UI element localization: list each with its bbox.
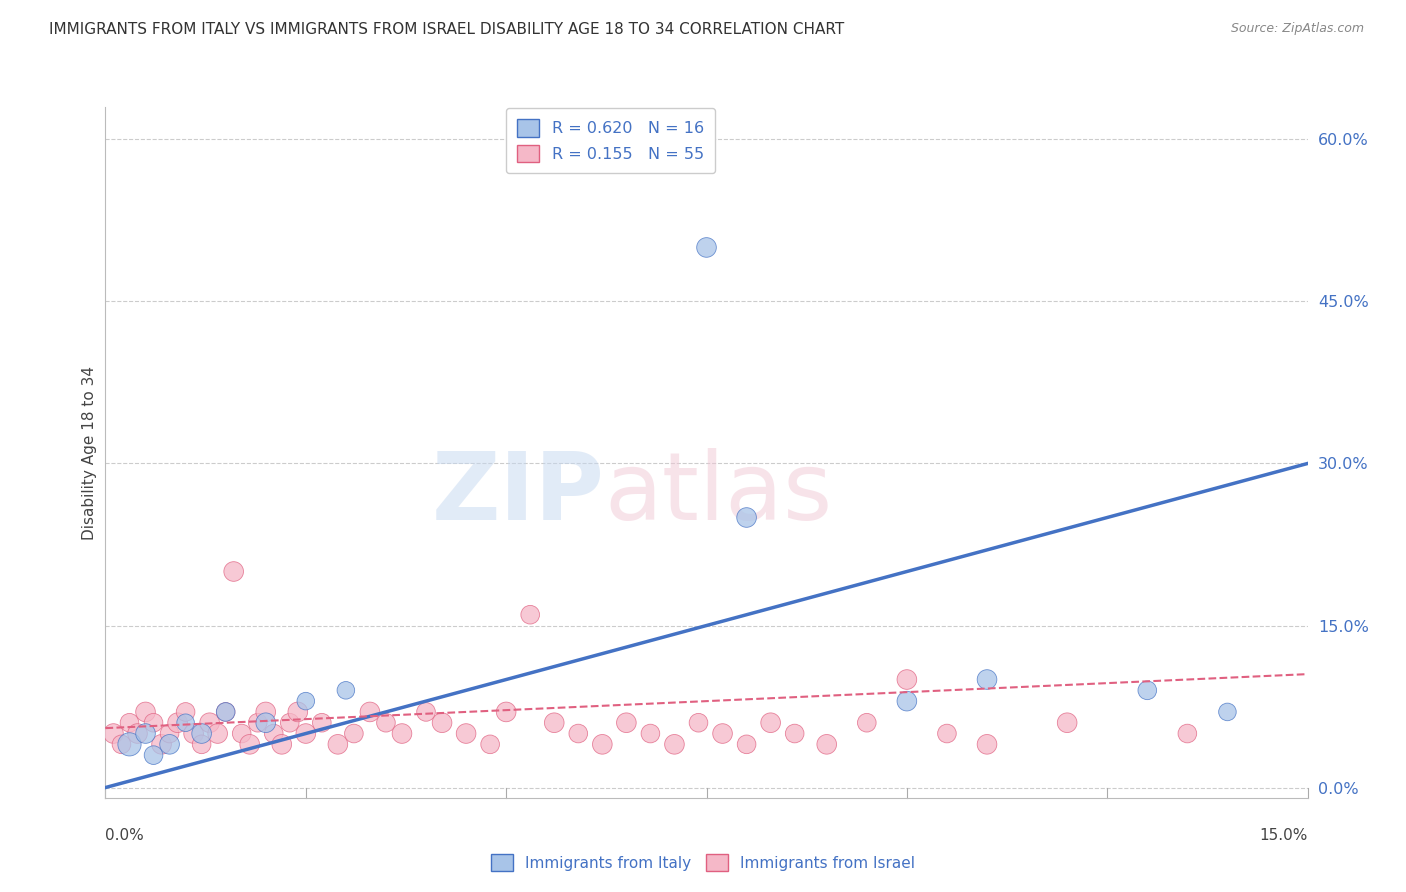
Point	[374, 715, 398, 730]
Legend: Immigrants from Italy, Immigrants from Israel: Immigrants from Italy, Immigrants from I…	[485, 848, 921, 877]
Point	[166, 715, 188, 730]
Point	[430, 715, 453, 730]
Point	[326, 737, 349, 751]
Point	[135, 726, 157, 740]
Point	[183, 726, 205, 740]
Point	[295, 726, 318, 740]
Point	[479, 737, 502, 751]
Point	[239, 737, 262, 751]
Point	[1177, 726, 1199, 740]
Point	[311, 715, 333, 730]
Point	[688, 715, 710, 730]
Text: 15.0%: 15.0%	[1260, 828, 1308, 843]
Point	[231, 726, 253, 740]
Point	[1216, 705, 1239, 719]
Point	[711, 726, 734, 740]
Point	[118, 737, 141, 751]
Point	[495, 705, 517, 719]
Point	[127, 726, 149, 740]
Point	[759, 715, 782, 730]
Point	[214, 705, 236, 719]
Point	[735, 737, 758, 751]
Point	[696, 240, 718, 254]
Point	[254, 705, 277, 719]
Point	[190, 726, 212, 740]
Point	[616, 715, 638, 730]
Point	[190, 737, 212, 751]
Point	[640, 726, 662, 740]
Point	[295, 694, 318, 708]
Point	[454, 726, 477, 740]
Point	[664, 737, 686, 751]
Point	[159, 737, 181, 751]
Point	[254, 715, 277, 730]
Point	[735, 510, 758, 524]
Point	[198, 715, 221, 730]
Point	[174, 715, 197, 730]
Point	[1136, 683, 1159, 698]
Point	[335, 683, 357, 698]
Y-axis label: Disability Age 18 to 34: Disability Age 18 to 34	[82, 366, 97, 540]
Point	[263, 726, 285, 740]
Point	[222, 565, 245, 579]
Point	[976, 673, 998, 687]
Text: atlas: atlas	[605, 448, 832, 541]
Point	[543, 715, 565, 730]
Point	[896, 694, 918, 708]
Point	[207, 726, 229, 740]
Legend: R = 0.620   N = 16, R = 0.155   N = 55: R = 0.620 N = 16, R = 0.155 N = 55	[506, 108, 716, 173]
Point	[270, 737, 292, 751]
Point	[118, 715, 141, 730]
Point	[415, 705, 437, 719]
Point	[896, 673, 918, 687]
Point	[976, 737, 998, 751]
Text: IMMIGRANTS FROM ITALY VS IMMIGRANTS FROM ISRAEL DISABILITY AGE 18 TO 34 CORRELAT: IMMIGRANTS FROM ITALY VS IMMIGRANTS FROM…	[49, 22, 845, 37]
Point	[855, 715, 877, 730]
Point	[103, 726, 125, 740]
Point	[815, 737, 838, 751]
Text: ZIP: ZIP	[432, 448, 605, 541]
Point	[246, 715, 269, 730]
Point	[591, 737, 613, 751]
Point	[343, 726, 366, 740]
Point	[159, 726, 181, 740]
Point	[150, 737, 173, 751]
Point	[142, 715, 165, 730]
Point	[287, 705, 309, 719]
Point	[110, 737, 132, 751]
Point	[567, 726, 589, 740]
Text: Source: ZipAtlas.com: Source: ZipAtlas.com	[1230, 22, 1364, 36]
Point	[1056, 715, 1078, 730]
Point	[142, 748, 165, 763]
Point	[214, 705, 236, 719]
Point	[135, 705, 157, 719]
Point	[783, 726, 806, 740]
Point	[174, 705, 197, 719]
Point	[391, 726, 413, 740]
Text: 0.0%: 0.0%	[105, 828, 145, 843]
Point	[359, 705, 381, 719]
Point	[519, 607, 541, 622]
Point	[936, 726, 959, 740]
Point	[278, 715, 301, 730]
